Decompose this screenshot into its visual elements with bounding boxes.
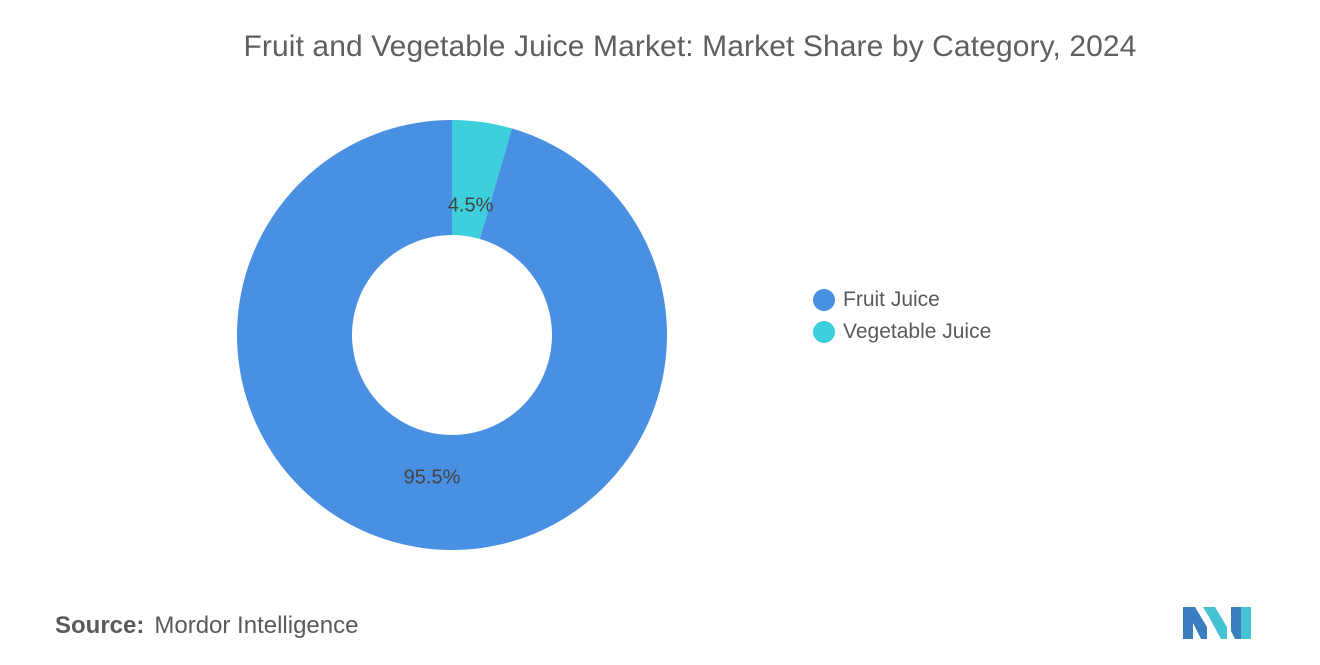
chart-legend: Fruit Juice Vegetable Juice xyxy=(813,284,991,348)
data-label-fruit-juice: 95.5% xyxy=(404,466,461,488)
source-label: Source: xyxy=(55,612,145,639)
source-text: Mordor Intelligence xyxy=(154,612,359,639)
logo-shape-middle xyxy=(1203,607,1227,639)
logo-shape-right xyxy=(1231,607,1241,639)
mordor-intelligence-logo xyxy=(1183,607,1251,639)
legend-swatch-vegetable-juice xyxy=(813,321,835,343)
logo-shape-bar xyxy=(1241,607,1251,639)
source-note: Source: Mordor Intelligence xyxy=(55,612,358,640)
slice-fruit-juice[interactable] xyxy=(237,120,668,550)
logo-shape-left xyxy=(1183,607,1207,639)
chart-title: Fruit and Vegetable Juice Market: Market… xyxy=(243,30,1137,63)
legend-label-fruit-juice: Fruit Juice xyxy=(843,288,940,311)
donut-slices xyxy=(237,120,668,550)
legend-swatch-fruit-juice xyxy=(813,289,835,311)
legend-label-vegetable-juice: Vegetable Juice xyxy=(843,320,992,343)
slice-labels: 4.5% 95.5% xyxy=(404,195,494,489)
data-label-vegetable-juice: 4.5% xyxy=(448,195,494,217)
slice-vegetable-juice[interactable] xyxy=(452,120,512,239)
legend-item-fruit-juice[interactable]: Fruit Juice xyxy=(813,284,991,316)
legend-item-vegetable-juice[interactable]: Vegetable Juice xyxy=(813,316,991,348)
